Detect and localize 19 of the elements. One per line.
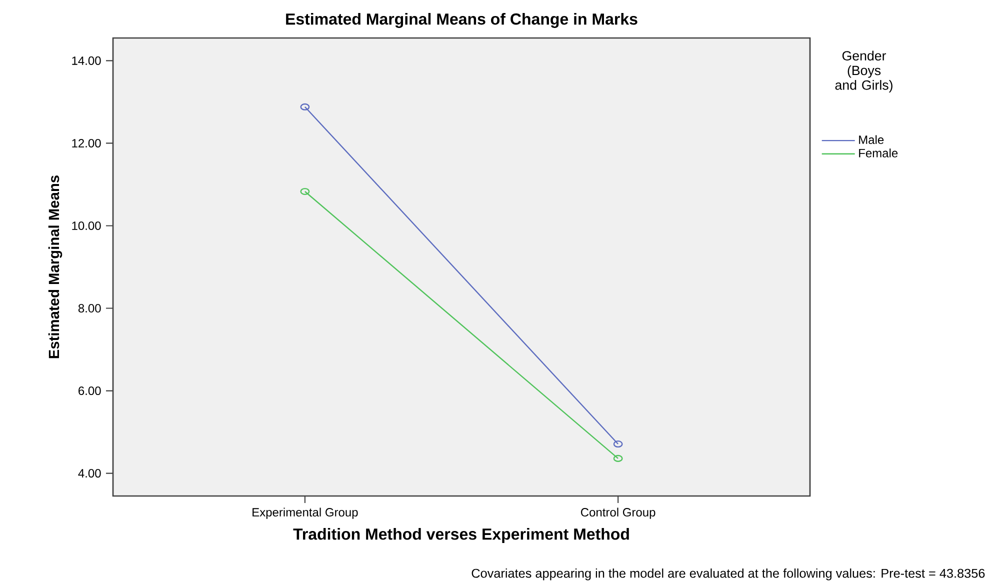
point	[300, 103, 310, 110]
x-axis-title: Tradition Method verses Experiment Method	[293, 528, 629, 543]
chart-title: Estimated Marginal Means of Change in Marks	[286, 12, 638, 28]
legend-label: Female	[859, 148, 898, 158]
point	[613, 454, 623, 462]
x-tick-label: Control Group	[580, 508, 656, 519]
y-tick-label: 6.00	[78, 386, 101, 396]
point	[300, 188, 310, 196]
point	[613, 440, 623, 448]
y-tick-label: 8.00	[78, 304, 101, 313]
y-tick-label: 10.00	[72, 221, 101, 230]
y-tick-label: 14.00	[72, 56, 101, 65]
y-tick-label: 12.00	[72, 138, 101, 148]
x-tick-label: Experimental Group	[252, 508, 358, 519]
legend-label: Male	[859, 135, 884, 144]
y-axis-title: Estimated Marginal Means	[48, 176, 62, 358]
y-tick-label: 4.00	[78, 469, 101, 478]
legend-title: Gender (Boys and Girls)	[835, 50, 892, 92]
text: Covariates appearing in the model are evaluated at the following values: Pre-test = 43.8356	[472, 568, 985, 580]
